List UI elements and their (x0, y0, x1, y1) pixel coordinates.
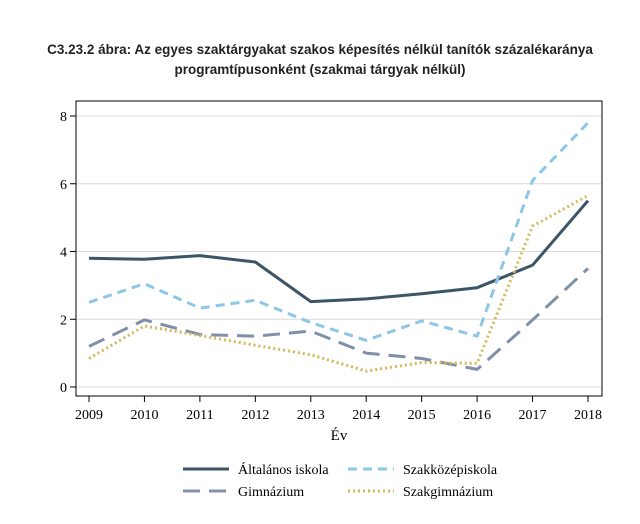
y-tick-label: 4 (60, 246, 67, 261)
chart-title-line-1: C3.23.2 ábra: Az egyes szaktárgyakat sza… (47, 42, 593, 57)
x-tick-label: 2013 (297, 408, 325, 423)
x-tick-label: 2017 (519, 408, 547, 423)
x-tick-label: 2011 (186, 408, 213, 423)
series-line (88, 121, 590, 342)
chart-title-line-2: programtípusonként (szakmai tárgyak nélk… (174, 62, 466, 77)
x-axis: 2009 2010 2011 2012 2013 2014 2015 2016 2017 2018 (75, 396, 602, 423)
x-tick-label: 2016 (463, 408, 491, 423)
series-lines (88, 121, 590, 373)
gridlines (77, 115, 601, 388)
series-line (88, 199, 590, 304)
series-line (88, 267, 590, 371)
y-tick-label: 6 (60, 178, 67, 193)
legend: Általános iskola Szakközépiskola Gimnázium… (183, 461, 498, 500)
x-tick-label: 2014 (352, 408, 380, 423)
legend-label: Gimnázium (238, 485, 304, 500)
y-tick-label: 8 (60, 110, 67, 125)
legend-label: Szakközépiskola (403, 463, 498, 478)
legend-label: Szakgimnázium (403, 485, 493, 500)
x-tick-label: 2018 (574, 408, 602, 423)
legend-label: Általános iskola (238, 461, 329, 478)
x-tick-label: 2012 (241, 408, 269, 423)
series-line (88, 194, 589, 373)
x-tick-label: 2015 (408, 408, 436, 423)
x-tick-label: 2010 (130, 408, 158, 423)
x-axis-title: Év (331, 427, 348, 444)
x-tick-label: 2009 (75, 408, 103, 423)
plot-area (75, 100, 603, 397)
y-axis: 0 2 4 6 8 (60, 110, 76, 396)
chart-title: C3.23.2 ábra: Az egyes szaktárgyakat sza… (0, 40, 640, 80)
y-tick-label: 2 (60, 313, 67, 328)
y-tick-label: 0 (60, 381, 67, 396)
